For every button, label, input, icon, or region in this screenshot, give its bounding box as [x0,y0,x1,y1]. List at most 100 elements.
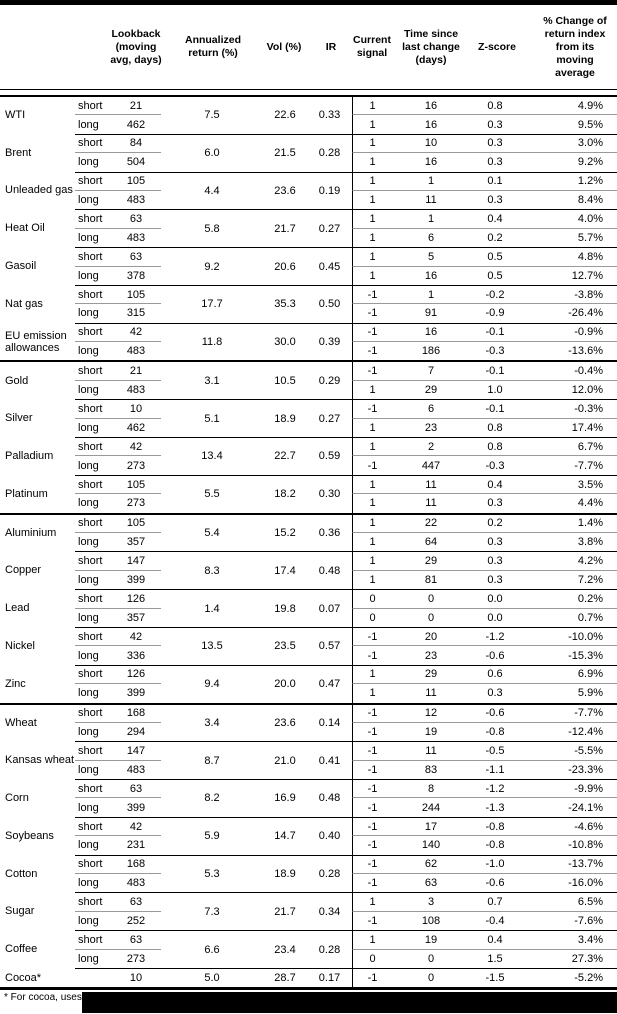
vol-value: 35.3 [274,298,296,311]
horizon-label: short [75,400,111,419]
pct-change-value: -24.1% [568,801,603,814]
z-score-value: -0.5 [470,742,520,761]
header-rule-thin [0,89,617,90]
horizon-label: short [75,248,111,267]
z-score-value: 0.0 [487,611,503,624]
vol-value: 21.7 [274,905,296,918]
days-since-change-value: 244 [421,801,441,814]
days-since-change-value: 19 [392,931,470,950]
z-score-value: -0.8 [485,726,505,739]
section-base-metals: Aluminium short 105 5.4 15.2 0.36 1 22 0.2 1.4% lo… [0,512,617,703]
commodity-name: Silver [5,412,33,425]
days-since-change-value: 11 [392,742,470,761]
current-signal-value: 1 [352,665,392,685]
horizon-label: long [78,649,99,662]
column-header-ir: IR [325,40,337,53]
lookback-value: 294 [126,726,146,739]
vol-value: 20.0 [274,678,296,691]
days-since-change-value: 91 [424,307,438,320]
annualized-return-value: 13.4 [201,450,223,463]
current-signal-value: 0 [352,608,392,627]
vol-value: 19.8 [274,602,296,615]
lookback-value: 252 [126,914,146,927]
vol-value: 10.5 [274,374,296,387]
lookback-value: 357 [126,536,146,549]
z-score-value: 1.0 [487,384,503,397]
z-score-value: 0.3 [470,135,520,154]
commodity-data: short 63 7.3 21.7 0.34 1 3 0.7 6.5% long 252 -1 108 -… [75,892,617,931]
commodity-data: short 63 6.6 23.4 0.28 1 19 0.4 3.4% long 273 0 0 1.5… [75,930,617,968]
ir-value: 0.34 [318,905,341,918]
days-since-change-value: 2 [392,438,470,457]
pct-change-value: 9.5% [577,118,603,131]
lookback-value: 168 [111,705,161,723]
annualized-return-value: 5.1 [204,412,220,425]
current-signal-value: -1 [352,456,392,475]
current-signal-value: 1 [352,893,392,912]
ir-value: 0.27 [318,412,341,425]
annualized-return-value: 5.9 [204,830,220,843]
horizon-label: short [75,362,111,381]
vol-value: 22.7 [274,450,296,463]
commodity-name: Aluminium [5,526,57,539]
commodity-data: short 126 1.4 19.8 0.07 0 0 0.0 0.2% long 357 0 0 0.0… [75,589,617,627]
commodity-group: Brent short 84 6.0 21.5 0.28 1 10 0.3 3.0% long 504… [0,133,617,172]
current-signal-value: -1 [352,362,392,381]
vol-value: 15.2 [274,526,296,539]
table-footnote: * For cocoa, uses c [0,990,617,1014]
vol-value: 30.0 [274,336,296,349]
days-since-change-value: 63 [424,877,438,890]
pct-change-value: -23.3% [568,763,603,776]
z-score-value: -0.4 [485,914,505,927]
commodity-data: short 10 5.1 18.9 0.27 -1 6 -0.1 -0.3% long 462 1 23… [75,399,617,438]
current-signal-value: -1 [352,704,392,723]
section-precious-metals: Gold short 21 3.1 10.5 0.29 -1 7 -0.1 -0.4% long 48… [0,360,617,513]
commodity-group: WTI short 21 7.5 22.6 0.33 1 16 0.8 4.9% long 462 1 1… [0,97,617,134]
ir-value: 0.36 [318,526,341,539]
z-score-value: -1.1 [485,763,505,776]
vol-value: 16.9 [274,792,296,805]
commodity-data: short 126 9.4 20.0 0.47 1 29 0.6 6.9% long 399 1 11 0… [75,664,617,703]
vol-value: 22.6 [274,109,296,122]
current-signal-value: 1 [352,115,392,134]
days-since-change-value: 11 [425,497,437,510]
commodity-data: short 63 8.2 16.9 0.48 -1 8 -1.2 -9.9% long 399 -1 2… [75,779,617,817]
lookback-value: 399 [126,687,146,700]
z-score-value: -0.1 [470,324,520,343]
days-since-change-value: 16 [424,269,438,282]
horizon-label: long [78,573,99,586]
horizon-label: short [75,666,111,685]
commodity-data: short 168 3.4 23.6 0.14 -1 12 -0.6 -7.7% long 294 -… [75,704,617,742]
z-score-value: 0.0 [470,590,520,609]
current-signal-value: -1 [352,798,392,817]
commodity-name: Copper [5,564,42,577]
pct-change-value: -12.4% [568,726,603,739]
column-header-lookback: Lookback (moving avg, days) [110,27,162,66]
ir-value: 0.57 [318,640,341,653]
commodity-data: short 147 8.7 21.0 0.41 -1 11 -0.5 -5.5% long 483 -… [75,741,617,780]
z-score-value: 0.4 [470,476,520,495]
pct-change-value: 6.7% [520,438,617,457]
commodity-group: Gold short 21 3.1 10.5 0.29 -1 7 -0.1 -0.4% long 48… [0,362,617,400]
pct-change-value: -13.7% [520,856,617,875]
z-score-value: 0.4 [470,210,520,229]
commodity-group: Lead short 126 1.4 19.8 0.07 0 0 0.0 0.2% long 357 0… [0,589,617,627]
days-since-change-value: 1 [392,286,470,305]
z-score-value: 0.3 [487,497,503,510]
commodity-group: Palladium short 42 13.4 22.7 0.59 1 2 0.8 6.7% lon… [0,437,617,475]
lookback-value: 21 [111,97,161,116]
current-signal-value: -1 [352,304,392,323]
commodity-data: short 105 5.5 18.2 0.30 1 11 0.4 3.5% long 273 1 11 0… [75,474,617,513]
horizon-label: long [78,231,99,244]
days-since-change-value: 3 [392,893,470,912]
annualized-return-value: 9.2 [204,260,220,273]
annualized-return-value: 9.4 [204,678,220,691]
commodity-data: short 42 11.8 30.0 0.39 -1 16 -0.1 -0.9% long 483 -… [75,322,617,361]
current-signal-value: -1 [352,323,392,343]
lookback-value: 126 [111,666,161,685]
lookback-value: 273 [126,952,146,965]
current-signal-value: 1 [352,418,392,438]
current-signal-value: 1 [352,248,392,267]
ir-value: 0.59 [318,450,341,463]
commodity-data: short 63 5.8 21.7 0.27 1 1 0.4 4.0% long 483 1 6 0.2 5… [75,209,617,248]
